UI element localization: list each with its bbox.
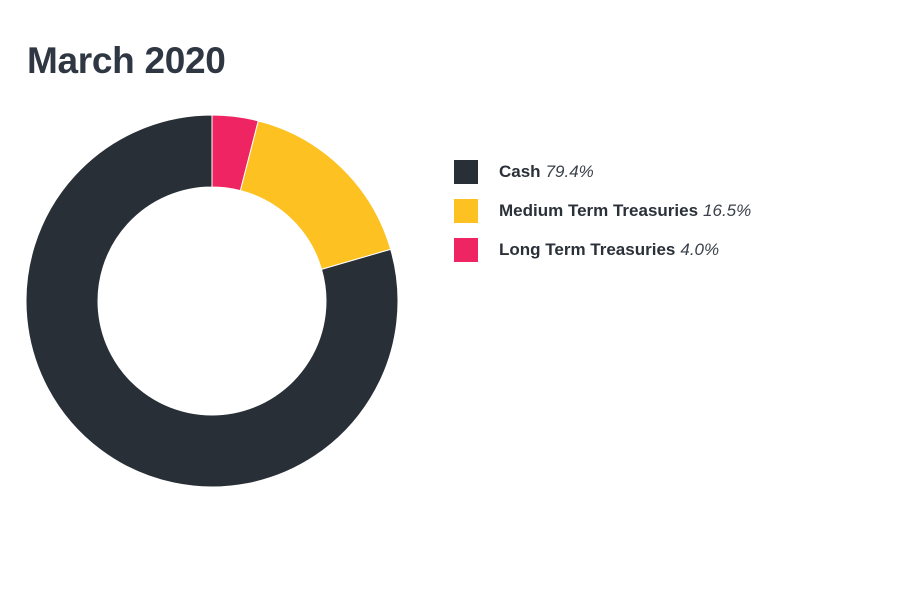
chart-title: March 2020 xyxy=(27,40,226,81)
legend-value-medium-term-treasuries: 16.5% xyxy=(703,201,752,220)
legend-label-long-term-treasuries: Long Term Treasuries xyxy=(499,240,676,259)
legend-value-long-term-treasuries: 4.0% xyxy=(680,240,720,259)
legend-label-medium-term-treasuries: Medium Term Treasuries xyxy=(499,201,699,220)
donut-slice-cash xyxy=(25,114,399,488)
legend-item-medium-term-treasuries: Medium Term Treasuries 16.5% xyxy=(454,198,751,224)
legend-item-long-term-treasuries: Long Term Treasuries 4.0% xyxy=(454,237,751,263)
chart-legend: Cash 79.4% Medium Term Treasuries 16.5% … xyxy=(454,159,751,276)
legend-swatch-cash xyxy=(454,160,478,184)
donut-slice-medium-term-treasuries xyxy=(239,120,392,270)
legend-label-cash: Cash xyxy=(499,162,541,181)
legend-item-cash: Cash 79.4% xyxy=(454,159,751,185)
legend-swatch-medium-term-treasuries xyxy=(454,199,478,223)
legend-swatch-long-term-treasuries xyxy=(454,238,478,262)
legend-value-cash: 79.4% xyxy=(545,162,594,181)
